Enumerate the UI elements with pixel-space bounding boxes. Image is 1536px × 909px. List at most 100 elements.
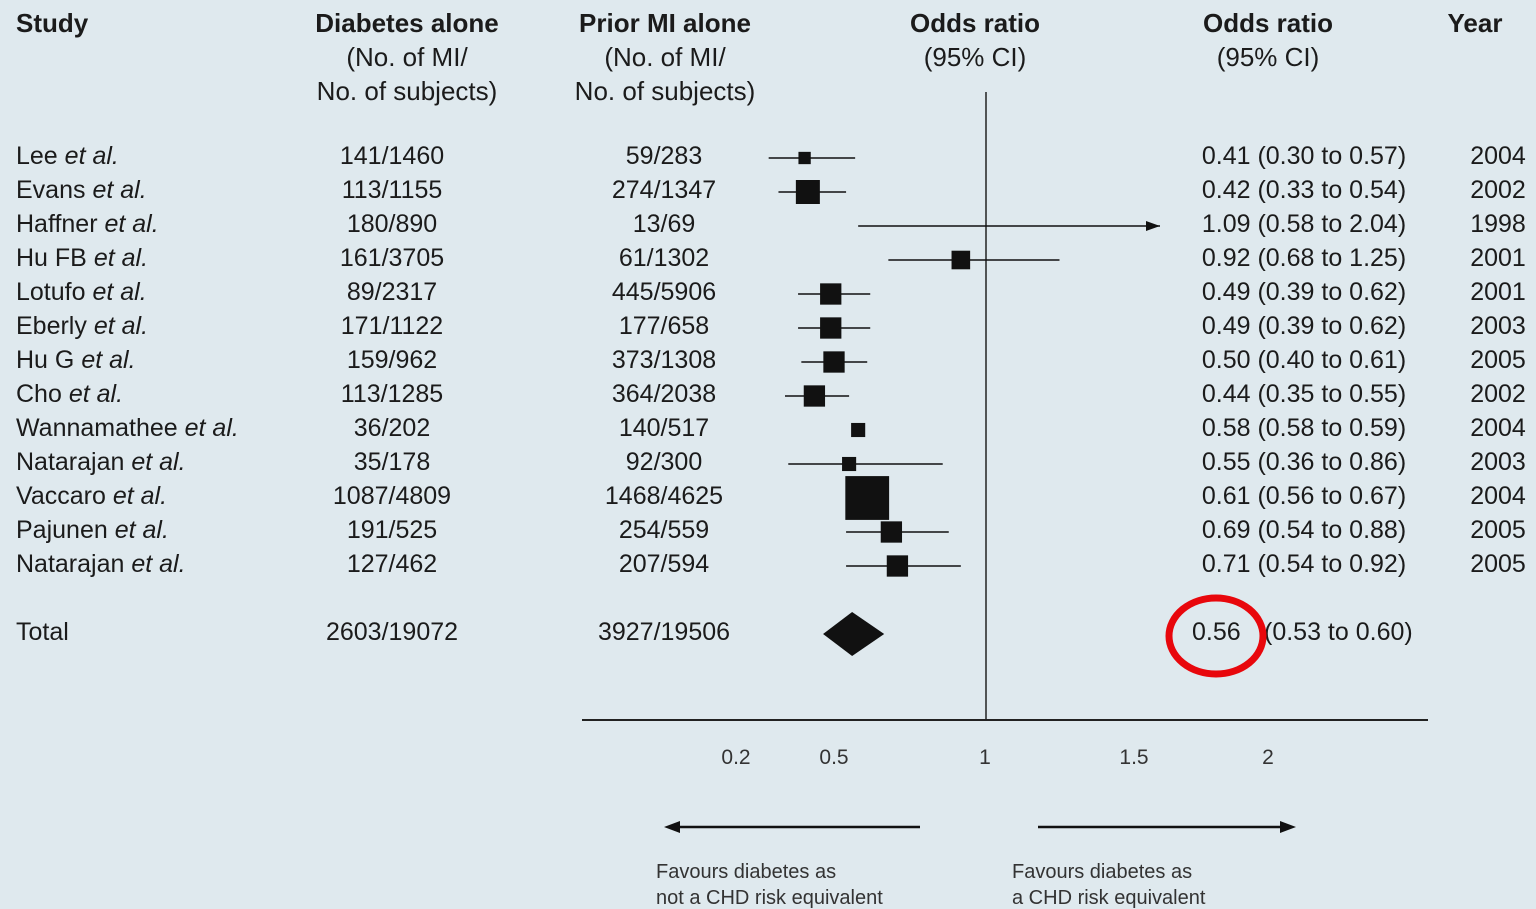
plot-header: Odds ratio (95% CI): [870, 6, 1080, 74]
diabetes-header-sub2: No. of subjects): [316, 76, 498, 106]
study-row-prior-mi: 364/2038: [611, 380, 717, 408]
left-note-line2: not a CHD risk equivalent: [656, 887, 883, 909]
prior-mi-header: Prior MI alone (No. of MI/ No. of subjec…: [540, 6, 790, 108]
study-marker: [820, 317, 842, 339]
study-row-prior-mi: 177/658: [618, 312, 710, 340]
study-marker: [845, 476, 890, 520]
study-marker: [795, 180, 820, 204]
study-row-name: Eberly et al.: [16, 312, 149, 340]
left-note-line1: Favours diabetes as: [656, 861, 836, 883]
study-markers: [768, 151, 1160, 577]
study-row-or: 0.41 (0.30 to 0.57): [1201, 142, 1407, 170]
study-marker: [842, 456, 857, 472]
study-row-prior-mi: 254/559: [618, 516, 710, 544]
study-row-prior-mi: 445/5906: [611, 278, 717, 306]
study-row-year: 2001: [1470, 278, 1526, 306]
study-row-year: 2001: [1470, 244, 1526, 272]
study-marker: [886, 555, 909, 577]
study-row-prior-mi: 207/594: [618, 550, 710, 578]
x-tick-label: 2: [1262, 746, 1274, 769]
x-tick-label: 0.5: [819, 746, 848, 769]
study-row-prior-mi: 59/283: [625, 142, 703, 170]
study-row-year: 2004: [1470, 482, 1526, 510]
study-row-prior-mi: 140/517: [618, 414, 710, 442]
study-row-year: 2002: [1470, 380, 1526, 408]
plot-header-sub: (95% CI): [923, 42, 1027, 72]
study-row-or: 0.42 (0.33 to 0.54): [1201, 176, 1407, 204]
study-row-or: 0.49 (0.39 to 0.62): [1201, 278, 1407, 306]
study-row-prior-mi: 1468/4625: [604, 482, 724, 510]
study-row-year: 2004: [1470, 414, 1526, 442]
total-label: Total: [16, 618, 69, 646]
study-row-diabetes: 191/525: [346, 516, 438, 544]
or-header: Odds ratio (95% CI): [1168, 6, 1368, 74]
study-marker: [851, 422, 866, 438]
study-marker: [880, 521, 903, 543]
total-or-value: 0.56: [1192, 618, 1241, 646]
study-row-prior-mi: 13/69: [632, 210, 696, 238]
study-row-name: Wannamathee et al.: [16, 414, 239, 442]
study-row-diabetes: 35/178: [353, 448, 431, 476]
prior-mi-header-sub1: (No. of MI/: [604, 42, 726, 72]
study-row-or: 0.49 (0.39 to 0.62): [1201, 312, 1407, 340]
study-marker: [820, 283, 842, 305]
study-row-year: 2005: [1470, 516, 1526, 544]
prior-mi-header-sub2: No. of subjects): [574, 76, 756, 106]
study-row-name: Hu G et al.: [16, 346, 136, 374]
study-row-or: 0.50 (0.40 to 0.61): [1201, 346, 1407, 374]
study-row-diabetes: 180/890: [346, 210, 438, 238]
x-tick-label: 0.2: [721, 746, 750, 769]
study-row-diabetes: 127/462: [346, 550, 438, 578]
study-row-diabetes: 171/1122: [340, 312, 444, 340]
study-row-diabetes: 36/202: [353, 414, 431, 442]
study-row-name: Haffner et al.: [16, 210, 159, 238]
total-or-ci: (0.53 to 0.60): [1264, 618, 1413, 646]
study-row-prior-mi: 373/1308: [611, 346, 717, 374]
study-row-name: Hu FB et al.: [16, 244, 149, 272]
x-tick-label: 1.5: [1119, 746, 1148, 769]
ci-arrow: [1146, 221, 1160, 231]
x-tick-labels: 0.2 0.5 1 1.5 2: [721, 746, 1273, 769]
study-row-or: 0.69 (0.54 to 0.88): [1201, 516, 1407, 544]
prior-mi-header-title: Prior MI alone: [579, 8, 751, 38]
total-prior-mi: 3927/19506: [597, 618, 731, 646]
diabetes-header-sub1: (No. of MI/: [346, 42, 468, 72]
study-row-or: 1.09 (0.58 to 2.04): [1201, 210, 1407, 238]
study-row-diabetes: 141/1460: [339, 142, 445, 170]
or-header-title: Odds ratio: [1202, 8, 1333, 38]
study-row-name: Natarajan et al.: [16, 550, 186, 578]
left-arrow-head: [664, 821, 680, 833]
study-row-name: Cho et al.: [16, 380, 124, 408]
diabetes-header: Diabetes alone (No. of MI/ No. of subjec…: [272, 6, 542, 108]
study-row-name: Evans et al.: [16, 176, 147, 204]
study-row-diabetes: 159/962: [346, 346, 438, 374]
plot-header-title: Odds ratio: [909, 8, 1040, 38]
study-row-prior-mi: 274/1347: [611, 176, 717, 204]
study-marker: [798, 151, 811, 165]
study-row-diabetes: 89/2317: [346, 278, 438, 306]
study-marker: [803, 385, 826, 407]
study-header-label: Study: [16, 8, 89, 38]
study-row-year: 2004: [1470, 142, 1526, 170]
study-row-diabetes: 113/1155: [341, 176, 443, 204]
study-row-or: 0.71 (0.54 to 0.92): [1201, 550, 1407, 578]
study-row-year: 2003: [1470, 448, 1526, 476]
study-row-or: 0.44 (0.35 to 0.55): [1201, 380, 1407, 408]
study-row-or: 0.58 (0.58 to 0.59): [1201, 414, 1407, 442]
total-diabetes: 2603/19072: [325, 618, 459, 646]
right-note-line2: a CHD risk equivalent: [1012, 887, 1206, 909]
study-row-name: Pajunen et al.: [16, 516, 169, 544]
study-row-year: 2005: [1470, 346, 1526, 374]
year-header: Year: [1440, 6, 1510, 40]
highlight-circle: [1165, 594, 1267, 678]
year-header-label: Year: [1447, 8, 1503, 38]
right-arrow-head: [1280, 821, 1296, 833]
x-tick-label: 1: [979, 746, 991, 769]
or-header-sub: (95% CI): [1216, 42, 1320, 72]
study-row-name: Lotufo et al.: [16, 278, 147, 306]
study-row-prior-mi: 92/300: [625, 448, 703, 476]
right-note-line1: Favours diabetes as: [1012, 861, 1192, 883]
diabetes-header-title: Diabetes alone: [315, 8, 499, 38]
study-row-diabetes: 1087/4809: [332, 482, 452, 510]
